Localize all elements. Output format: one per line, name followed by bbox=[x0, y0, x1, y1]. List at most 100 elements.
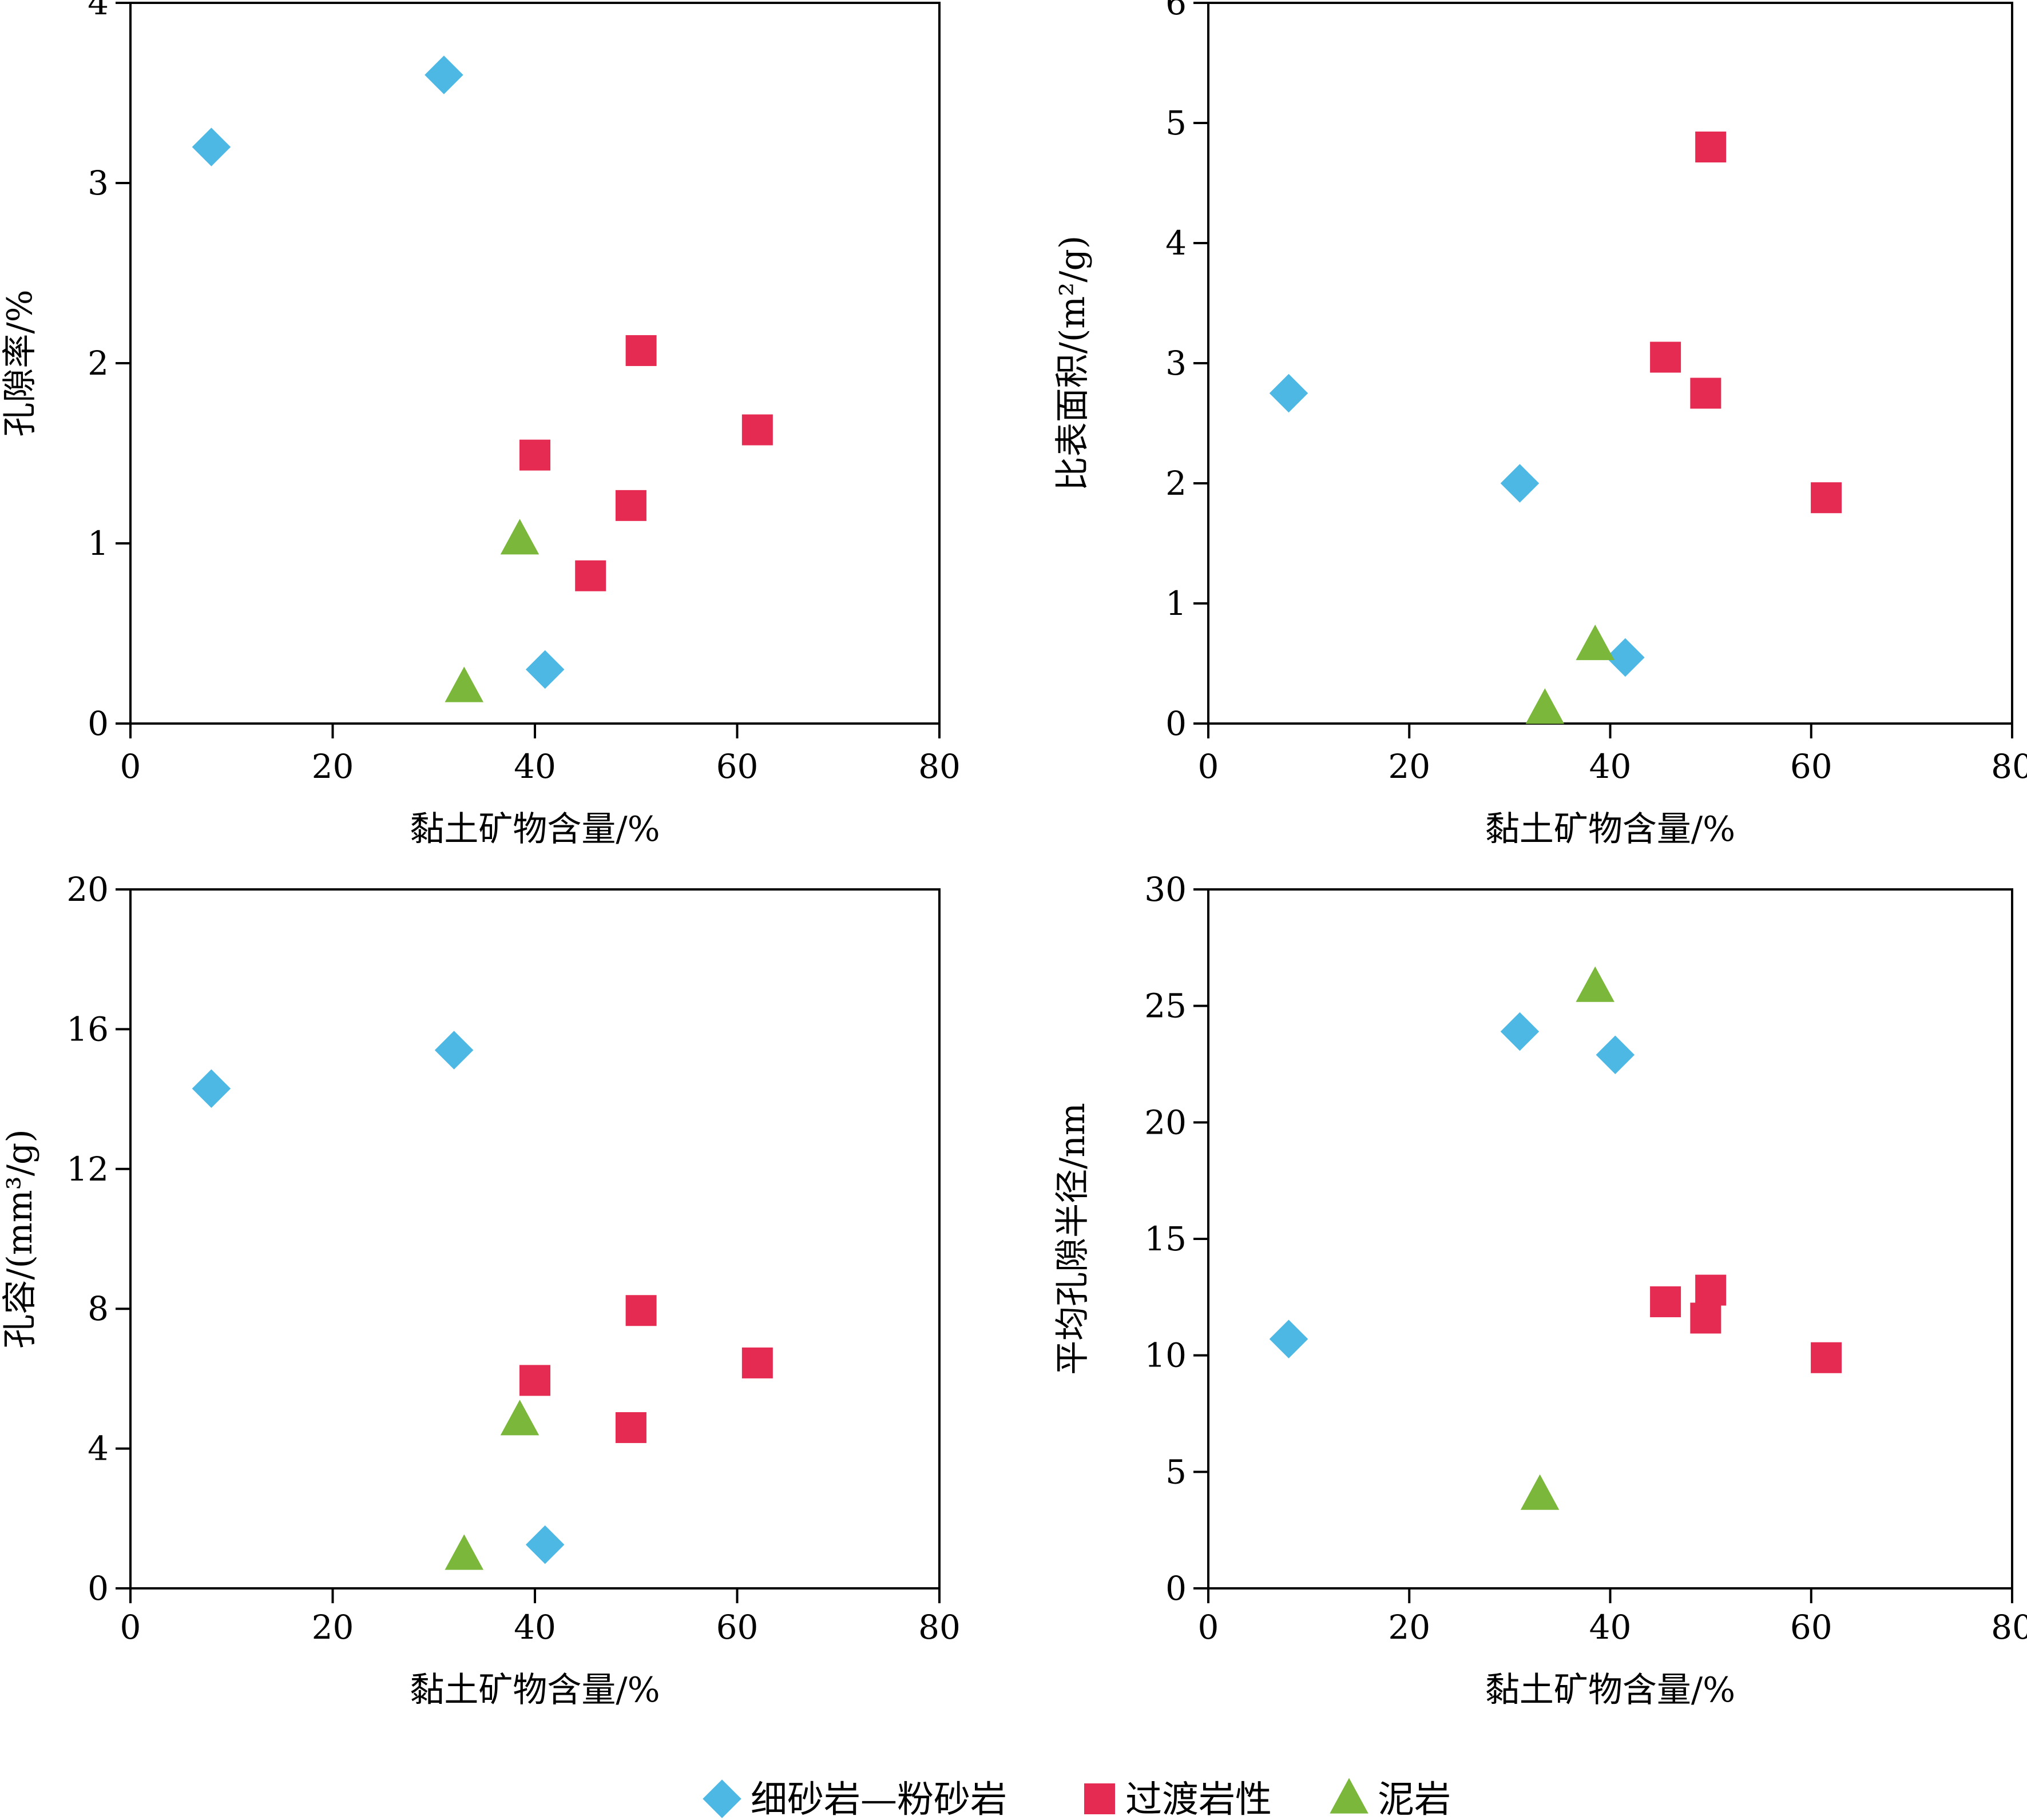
data-point-square bbox=[575, 560, 606, 591]
x-tick-label: 80 bbox=[918, 1608, 961, 1647]
y-tick-label: 3 bbox=[88, 164, 109, 202]
data-point-diamond bbox=[192, 128, 231, 166]
y-tick-label: 0 bbox=[1165, 1569, 1187, 1608]
plot-frame bbox=[129, 888, 941, 1589]
x-tick-label: 20 bbox=[312, 747, 354, 786]
data-point-square bbox=[1695, 132, 1727, 162]
y-tick-label: 2 bbox=[88, 344, 109, 383]
x-axis-title: 黏土矿物含量/% bbox=[1485, 809, 1735, 849]
y-tick-label: 0 bbox=[88, 1569, 109, 1608]
y-tick-label: 5 bbox=[1165, 1452, 1187, 1491]
x-tick-label: 40 bbox=[1589, 1608, 1632, 1647]
x-tick-label: 80 bbox=[1991, 1608, 2027, 1647]
x-tick-label: 0 bbox=[1198, 1608, 1219, 1647]
y-tick-label: 0 bbox=[1165, 704, 1187, 743]
data-point-square bbox=[615, 490, 646, 521]
y-axis-title: 平均孔隙半径/nm bbox=[1053, 1103, 1093, 1375]
y-axis-title: 孔容/(mm³/g) bbox=[0, 1129, 40, 1349]
y-tick-label: 1 bbox=[1165, 584, 1187, 623]
data-point-diamond bbox=[434, 1031, 474, 1070]
y-tick-label: 4 bbox=[88, 1429, 109, 1468]
y-tick-label: 30 bbox=[1144, 870, 1187, 909]
legend-marker-diamond bbox=[703, 1779, 741, 1818]
data-point-triangle bbox=[445, 1534, 484, 1570]
y-axis-title: 孔隙率/% bbox=[0, 289, 40, 436]
y-tick-label: 8 bbox=[88, 1289, 109, 1328]
x-tick-label: 0 bbox=[120, 1608, 141, 1647]
y-tick-label: 12 bbox=[66, 1150, 109, 1189]
x-tick-label: 0 bbox=[1198, 747, 1219, 786]
data-point-square bbox=[625, 335, 657, 366]
x-tick-label: 60 bbox=[1790, 1608, 1832, 1647]
y-tick-label: 1 bbox=[88, 524, 109, 563]
data-point-triangle bbox=[500, 519, 540, 555]
series-diamond bbox=[1269, 1012, 1635, 1358]
data-point-diamond bbox=[1269, 373, 1308, 413]
scatter-panel-2: 0 20 40 60 80 0 1 2 3 4 5 6 黏土矿物含量/% 比表面积/(m²/g) bbox=[1053, 0, 2027, 849]
data-point-triangle bbox=[500, 1400, 540, 1436]
y-tick-label: 5 bbox=[1165, 104, 1187, 142]
y-axis-title: 比表面积/(m²/g) bbox=[1053, 236, 1093, 491]
scatter-panel-3: 0 20 40 60 80 0 4 8 12 16 20 黏土矿物含量/% 孔容/(mm³/g) bbox=[0, 870, 961, 1710]
series-triangle bbox=[1520, 966, 1615, 1510]
x-tick-label: 80 bbox=[918, 747, 961, 786]
data-point-diamond bbox=[1269, 1320, 1308, 1358]
data-point-triangle bbox=[445, 666, 484, 702]
data-point-diamond bbox=[192, 1069, 231, 1108]
data-point-square bbox=[519, 439, 550, 471]
data-point-square bbox=[615, 1412, 646, 1443]
legend-marker-triangle bbox=[1330, 1778, 1368, 1814]
y-tick-label: 4 bbox=[1165, 224, 1187, 263]
plot-frame bbox=[1207, 2, 2013, 725]
series-square bbox=[1650, 132, 1842, 514]
x-tick-label: 40 bbox=[514, 747, 556, 786]
data-point-square bbox=[1811, 482, 1842, 514]
legend-item: 泥岩 bbox=[1330, 1778, 1451, 1820]
series-triangle bbox=[445, 519, 540, 702]
y-tick-label: 10 bbox=[1144, 1336, 1187, 1375]
x-tick-label: 20 bbox=[312, 1608, 354, 1647]
y-tick-label: 20 bbox=[66, 870, 109, 909]
series-triangle bbox=[445, 1400, 540, 1570]
y-tick-label: 2 bbox=[1165, 464, 1187, 503]
x-tick-label: 20 bbox=[1388, 747, 1430, 786]
legend-label: 过渡岩性 bbox=[1125, 1779, 1272, 1820]
scatter-panel-4: 0 20 40 60 80 0 5 10 15 20 25 30 黏土矿物含量/% 平均孔隙半径/nm bbox=[1053, 870, 2027, 1710]
scatter-panel-1: 0 20 40 60 80 0 1 2 3 4 黏土矿物含量/% 孔隙率/% bbox=[0, 0, 961, 849]
legend-marker-square bbox=[1084, 1783, 1115, 1814]
y-tick-label: 16 bbox=[66, 1010, 109, 1048]
legend-item: 细砂岩—粉砂岩 bbox=[703, 1779, 1007, 1820]
data-point-diamond bbox=[1500, 464, 1540, 503]
x-tick-label: 60 bbox=[1790, 747, 1832, 786]
y-tick-label: 3 bbox=[1165, 344, 1187, 383]
y-tick-label: 6 bbox=[1165, 0, 1187, 22]
x-tick-label: 60 bbox=[716, 1608, 759, 1647]
x-axis-title: 黏土矿物含量/% bbox=[1485, 1670, 1735, 1710]
series-diamond bbox=[192, 1031, 565, 1564]
x-tick-label: 40 bbox=[514, 1608, 556, 1647]
x-axis-title: 黏土矿物含量/% bbox=[410, 1670, 660, 1710]
plot-frame bbox=[129, 2, 941, 725]
data-point-square bbox=[741, 1347, 773, 1378]
data-point-diamond bbox=[1596, 1035, 1635, 1074]
data-point-square bbox=[1690, 1302, 1721, 1334]
data-point-square bbox=[1690, 377, 1721, 409]
series-square bbox=[519, 1295, 773, 1443]
data-point-triangle bbox=[1520, 1474, 1560, 1510]
series-diamond bbox=[1269, 373, 1645, 677]
legend-label: 泥岩 bbox=[1378, 1779, 1451, 1820]
data-point-diamond bbox=[1500, 1012, 1540, 1051]
data-point-square bbox=[1650, 341, 1681, 373]
data-point-triangle bbox=[1525, 688, 1565, 724]
data-point-triangle bbox=[1576, 625, 1615, 661]
series-square bbox=[519, 335, 773, 591]
data-point-square bbox=[1650, 1286, 1681, 1317]
x-tick-label: 0 bbox=[120, 747, 141, 786]
data-point-square bbox=[1811, 1342, 1842, 1373]
data-point-square bbox=[519, 1365, 550, 1396]
data-point-diamond bbox=[525, 650, 565, 689]
legend-label: 细砂岩—粉砂岩 bbox=[751, 1779, 1007, 1820]
data-point-diamond bbox=[525, 1525, 565, 1564]
data-point-diamond bbox=[425, 55, 463, 94]
